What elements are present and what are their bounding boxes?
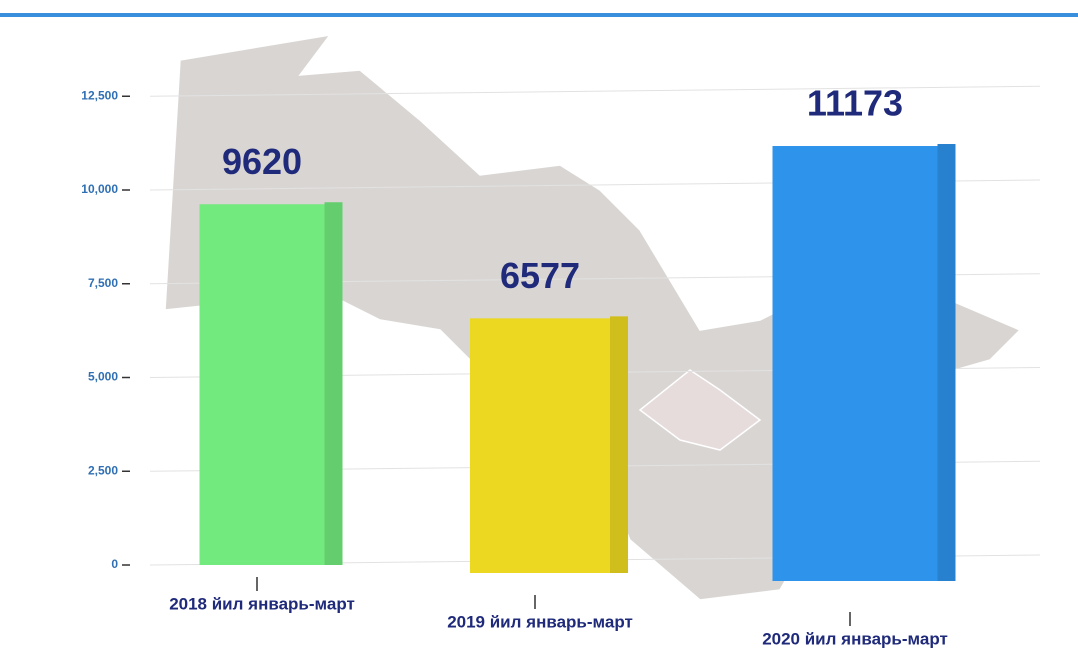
y-tick-label: 10,000 (81, 182, 118, 196)
x-tick-label: 2019 йил январь-март (447, 612, 633, 631)
y-tick-label: 5,000 (88, 370, 118, 384)
bar (199, 204, 325, 565)
bar-side (610, 316, 628, 573)
bar-side (937, 144, 956, 581)
map-region (638, 369, 762, 451)
top-rule (0, 13, 1078, 17)
y-tick-label: 0 (111, 557, 118, 571)
value-label: 6577 (500, 255, 580, 296)
x-tick-label: 2018 йил январь-март (169, 594, 355, 613)
y-tick-label: 12,500 (81, 88, 118, 102)
y-tick-label: 7,500 (88, 276, 118, 290)
bar-side (324, 202, 343, 565)
y-tick-label: 2,500 (88, 463, 118, 477)
value-label: 11173 (807, 83, 903, 124)
bar (772, 146, 938, 581)
x-tick-label: 2020 йил январь-март (762, 629, 948, 648)
value-label: 9620 (222, 141, 302, 182)
grid-line (149, 85, 1041, 97)
bar (470, 318, 610, 573)
